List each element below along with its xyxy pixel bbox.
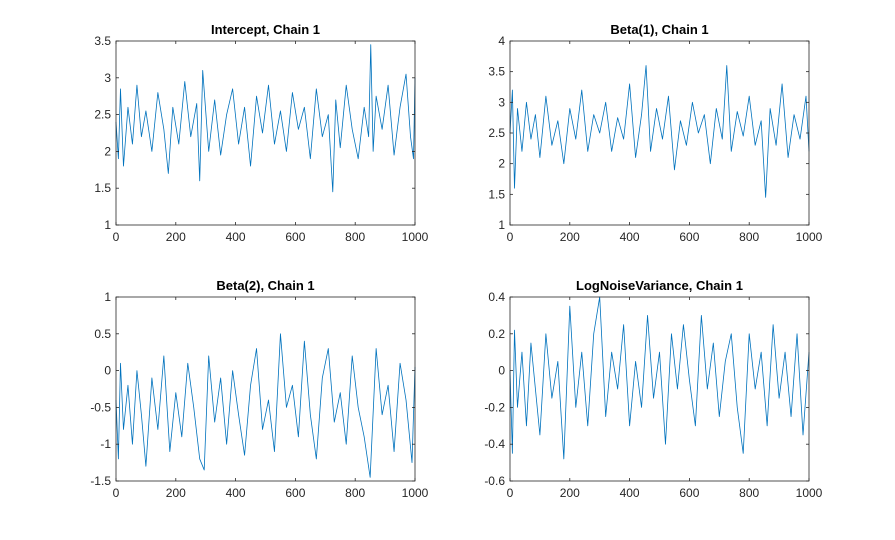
panel-beta2: 0 200 400 600 800 1000 -1.5 -1 -0.5 0 0.5 1 Beta(2),…: [90, 278, 428, 500]
beta1-x-tick-label: 800: [739, 230, 759, 244]
intercept-y-tick-label: 2: [104, 144, 111, 158]
log-noise-variance-trace-line: [509, 296, 810, 460]
log-noise-variance-y-tick-label: 0.4: [488, 290, 505, 304]
intercept-x-tick-label: 200: [166, 230, 186, 244]
beta1-x-tick-label: 200: [560, 230, 580, 244]
beta1-trace-line: [509, 65, 810, 198]
beta2-y-tick-label: 1: [104, 290, 111, 304]
beta2-title: Beta(2), Chain 1: [216, 278, 314, 293]
beta1-y-tick-label: 4: [498, 34, 505, 48]
panel-beta1: 0 200 400 600 800 1000 1 1.5 2 2.5 3 3.5 4 Beta(1), C…: [488, 22, 822, 244]
beta1-y-tick-label: 3.5: [488, 65, 505, 79]
panel-intercept: 0 200 400 600 800 1000 1 1.5 2 2.5 3 3.5 Intercept, …: [94, 22, 428, 244]
beta2-axes-box: [115, 296, 416, 482]
beta1-y-tick-label: 2.5: [488, 126, 505, 140]
intercept-title: Intercept, Chain 1: [211, 22, 320, 37]
beta2-y-tick-label: 0: [104, 364, 111, 378]
log-noise-variance-axes-box: [509, 296, 810, 482]
log-noise-variance-x-tick-label: 400: [620, 486, 640, 500]
log-noise-variance-y-tick-label: -0.2: [484, 400, 505, 414]
log-noise-variance-y-tick-label: 0: [498, 364, 505, 378]
intercept-y-tick-label: 2.5: [94, 108, 111, 122]
beta1-x-tick-label: 400: [620, 230, 640, 244]
beta1-x-tick-label: 1000: [796, 230, 823, 244]
intercept-y-tick-label: 3.5: [94, 34, 111, 48]
log-noise-variance-x-tick-label: 800: [739, 486, 759, 500]
intercept-x-tick-label: 0: [113, 230, 120, 244]
intercept-y-tick-label: 1: [104, 218, 111, 232]
beta1-y-tick-label: 3: [498, 95, 505, 109]
intercept-trace-line: [115, 44, 416, 193]
beta2-y-tick-label: -0.5: [90, 400, 111, 414]
beta1-x-tick-label: 0: [507, 230, 514, 244]
beta2-x-tick-label: 600: [285, 486, 305, 500]
log-noise-variance-x-tick-label: 600: [679, 486, 699, 500]
beta2-trace-line: [115, 333, 416, 478]
log-noise-variance-y-tick-label: -0.4: [484, 437, 505, 451]
beta2-x-tick-label: 0: [113, 486, 120, 500]
beta1-y-tick-label: 1: [498, 218, 505, 232]
beta1-y-tick-label: 1.5: [488, 187, 505, 201]
beta1-x-tick-label: 600: [679, 230, 699, 244]
intercept-y-tick-label: 1.5: [94, 181, 111, 195]
beta2-y-tick-label: -1.5: [90, 474, 111, 488]
intercept-x-tick-label: 1000: [402, 230, 429, 244]
beta2-x-tick-label: 400: [226, 486, 246, 500]
intercept-x-tick-label: 400: [226, 230, 246, 244]
beta2-x-tick-label: 200: [166, 486, 186, 500]
beta2-y-tick-label: 0.5: [94, 327, 111, 341]
log-noise-variance-x-tick-label: 0: [507, 486, 514, 500]
intercept-axes-box: [115, 40, 416, 226]
log-noise-variance-title: LogNoiseVariance, Chain 1: [576, 278, 743, 293]
intercept-x-tick-label: 600: [285, 230, 305, 244]
beta2-y-tick-label: -1: [100, 437, 111, 451]
log-noise-variance-y-tick-label: -0.6: [484, 474, 505, 488]
beta2-x-tick-label: 800: [345, 486, 365, 500]
log-noise-variance-y-tick-label: 0.2: [488, 327, 505, 341]
log-noise-variance-x-tick-label: 1000: [796, 486, 823, 500]
beta1-title: Beta(1), Chain 1: [610, 22, 708, 37]
panel-log-noise-variance: 0 200 400 600 800 1000 -0.6 -0.4 -0.2 0 0.2 0.4 LogN…: [484, 278, 822, 500]
log-noise-variance-x-tick-label: 200: [560, 486, 580, 500]
intercept-y-tick-label: 3: [104, 71, 111, 85]
intercept-x-tick-label: 800: [345, 230, 365, 244]
beta2-x-tick-label: 1000: [402, 486, 429, 500]
beta1-y-tick-label: 2: [498, 157, 505, 171]
